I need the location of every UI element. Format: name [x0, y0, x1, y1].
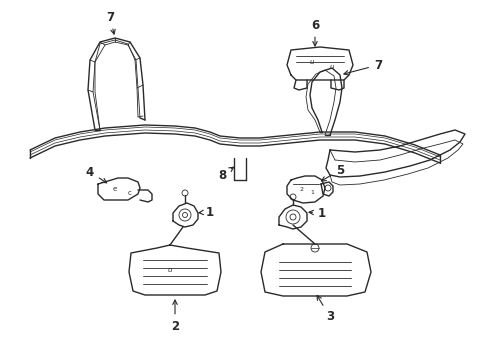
Text: 2: 2 — [299, 186, 303, 192]
Polygon shape — [88, 38, 145, 130]
Text: 6: 6 — [311, 18, 319, 46]
Text: 1: 1 — [310, 189, 314, 194]
Text: 8: 8 — [218, 167, 234, 181]
Polygon shape — [173, 203, 198, 227]
Polygon shape — [287, 47, 353, 80]
Polygon shape — [129, 245, 221, 295]
Text: 3: 3 — [317, 296, 334, 324]
Text: 7: 7 — [344, 59, 382, 75]
Polygon shape — [310, 68, 342, 135]
Text: 1: 1 — [309, 207, 326, 220]
Text: 5: 5 — [321, 163, 344, 181]
Polygon shape — [287, 176, 325, 203]
Text: c: c — [128, 190, 132, 196]
Text: u: u — [168, 267, 172, 273]
Text: 7: 7 — [106, 10, 115, 34]
Text: u: u — [330, 64, 334, 70]
Text: 2: 2 — [171, 300, 179, 333]
Text: 1: 1 — [199, 206, 214, 219]
Polygon shape — [321, 182, 333, 196]
Text: u: u — [310, 59, 314, 65]
Polygon shape — [261, 244, 371, 296]
Polygon shape — [326, 130, 465, 177]
Polygon shape — [279, 205, 307, 229]
Text: e: e — [113, 186, 117, 192]
Polygon shape — [98, 178, 140, 200]
Text: 4: 4 — [86, 166, 107, 183]
